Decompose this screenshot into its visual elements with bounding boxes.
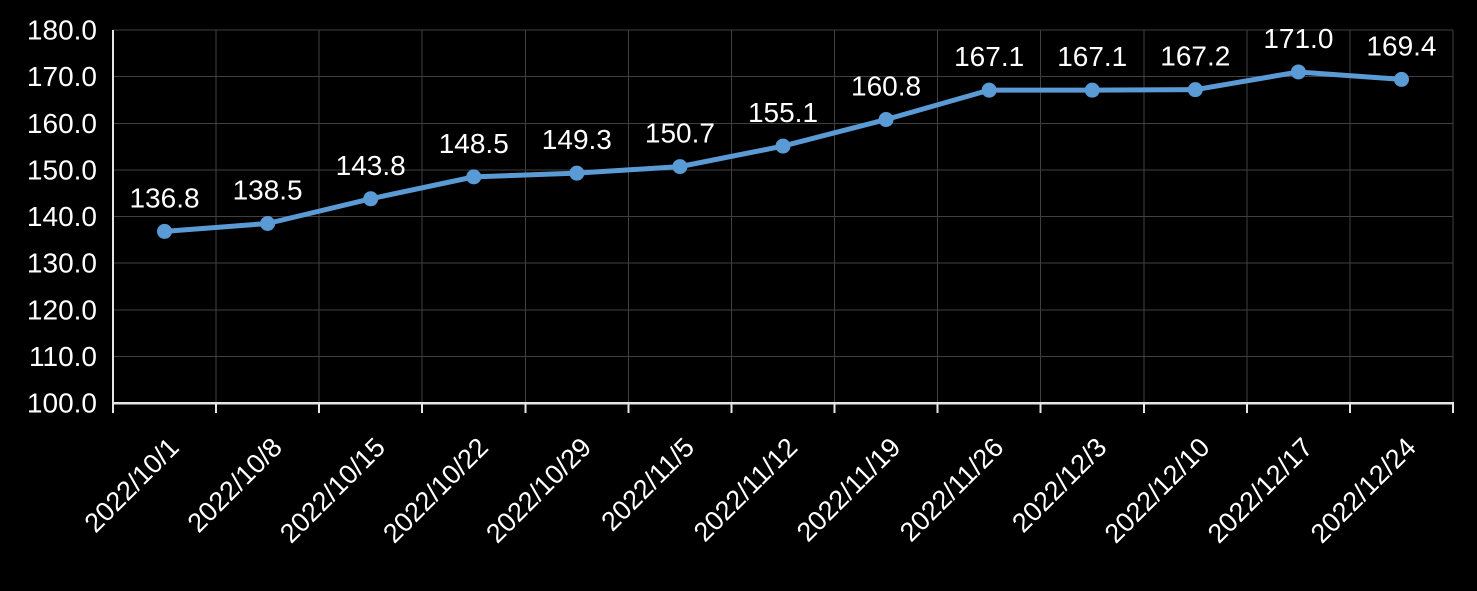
x-tick-label: 2022/10/1 bbox=[79, 432, 185, 538]
data-label: 148.5 bbox=[439, 128, 509, 159]
x-tick-label: 2022/11/5 bbox=[595, 432, 700, 537]
data-label: 167.1 bbox=[954, 41, 1024, 72]
data-point-marker bbox=[1187, 82, 1203, 98]
y-tick-label: 140.0 bbox=[27, 201, 97, 232]
data-point-marker bbox=[260, 215, 276, 231]
data-label: 136.8 bbox=[129, 182, 199, 213]
data-point-marker bbox=[1290, 64, 1306, 80]
x-tick-label: 2022/10/29 bbox=[480, 432, 597, 549]
data-label: 167.1 bbox=[1057, 41, 1127, 72]
x-tick-label: 2022/10/15 bbox=[274, 432, 391, 549]
x-tick-label: 2022/12/10 bbox=[1099, 432, 1216, 549]
data-point-marker bbox=[569, 165, 585, 181]
x-tick-label: 2022/12/24 bbox=[1305, 432, 1422, 549]
x-tick-label: 2022/10/8 bbox=[182, 432, 288, 538]
data-label: 171.0 bbox=[1263, 23, 1333, 54]
data-label: 155.1 bbox=[748, 97, 818, 128]
data-point-marker bbox=[1393, 71, 1409, 87]
data-point-marker bbox=[466, 169, 482, 185]
data-point-marker bbox=[981, 82, 997, 98]
y-tick-label: 110.0 bbox=[29, 341, 97, 372]
y-tick-label: 160.0 bbox=[27, 108, 97, 139]
data-label: 138.5 bbox=[233, 174, 303, 205]
y-tick-label: 100.0 bbox=[27, 388, 97, 419]
data-point-marker bbox=[775, 138, 791, 154]
data-label: 150.7 bbox=[645, 118, 715, 149]
x-tick-label: 2022/12/17 bbox=[1202, 432, 1319, 549]
x-tick-label: 2022/12/3 bbox=[1006, 432, 1112, 538]
data-label: 143.8 bbox=[336, 150, 406, 181]
x-tick-label: 2022/11/19 bbox=[791, 432, 906, 547]
y-tick-label: 120.0 bbox=[27, 294, 97, 325]
data-label: 167.2 bbox=[1160, 41, 1230, 72]
y-tick-label: 150.0 bbox=[27, 154, 97, 185]
data-label: 149.3 bbox=[542, 124, 612, 155]
data-label: 169.4 bbox=[1366, 30, 1436, 61]
x-tick-label: 2022/11/26 bbox=[894, 432, 1009, 547]
y-tick-label: 130.0 bbox=[27, 248, 97, 279]
data-point-marker bbox=[363, 191, 379, 207]
data-point-marker bbox=[157, 223, 173, 239]
data-point-marker bbox=[878, 112, 894, 128]
x-tick-label: 2022/11/12 bbox=[688, 432, 803, 547]
data-label: 160.8 bbox=[851, 71, 921, 102]
y-tick-label: 170.0 bbox=[27, 61, 97, 92]
data-point-marker bbox=[1084, 82, 1100, 98]
x-tick-label: 2022/10/22 bbox=[377, 432, 494, 549]
data-point-marker bbox=[672, 159, 688, 175]
y-tick-label: 180.0 bbox=[27, 15, 97, 46]
